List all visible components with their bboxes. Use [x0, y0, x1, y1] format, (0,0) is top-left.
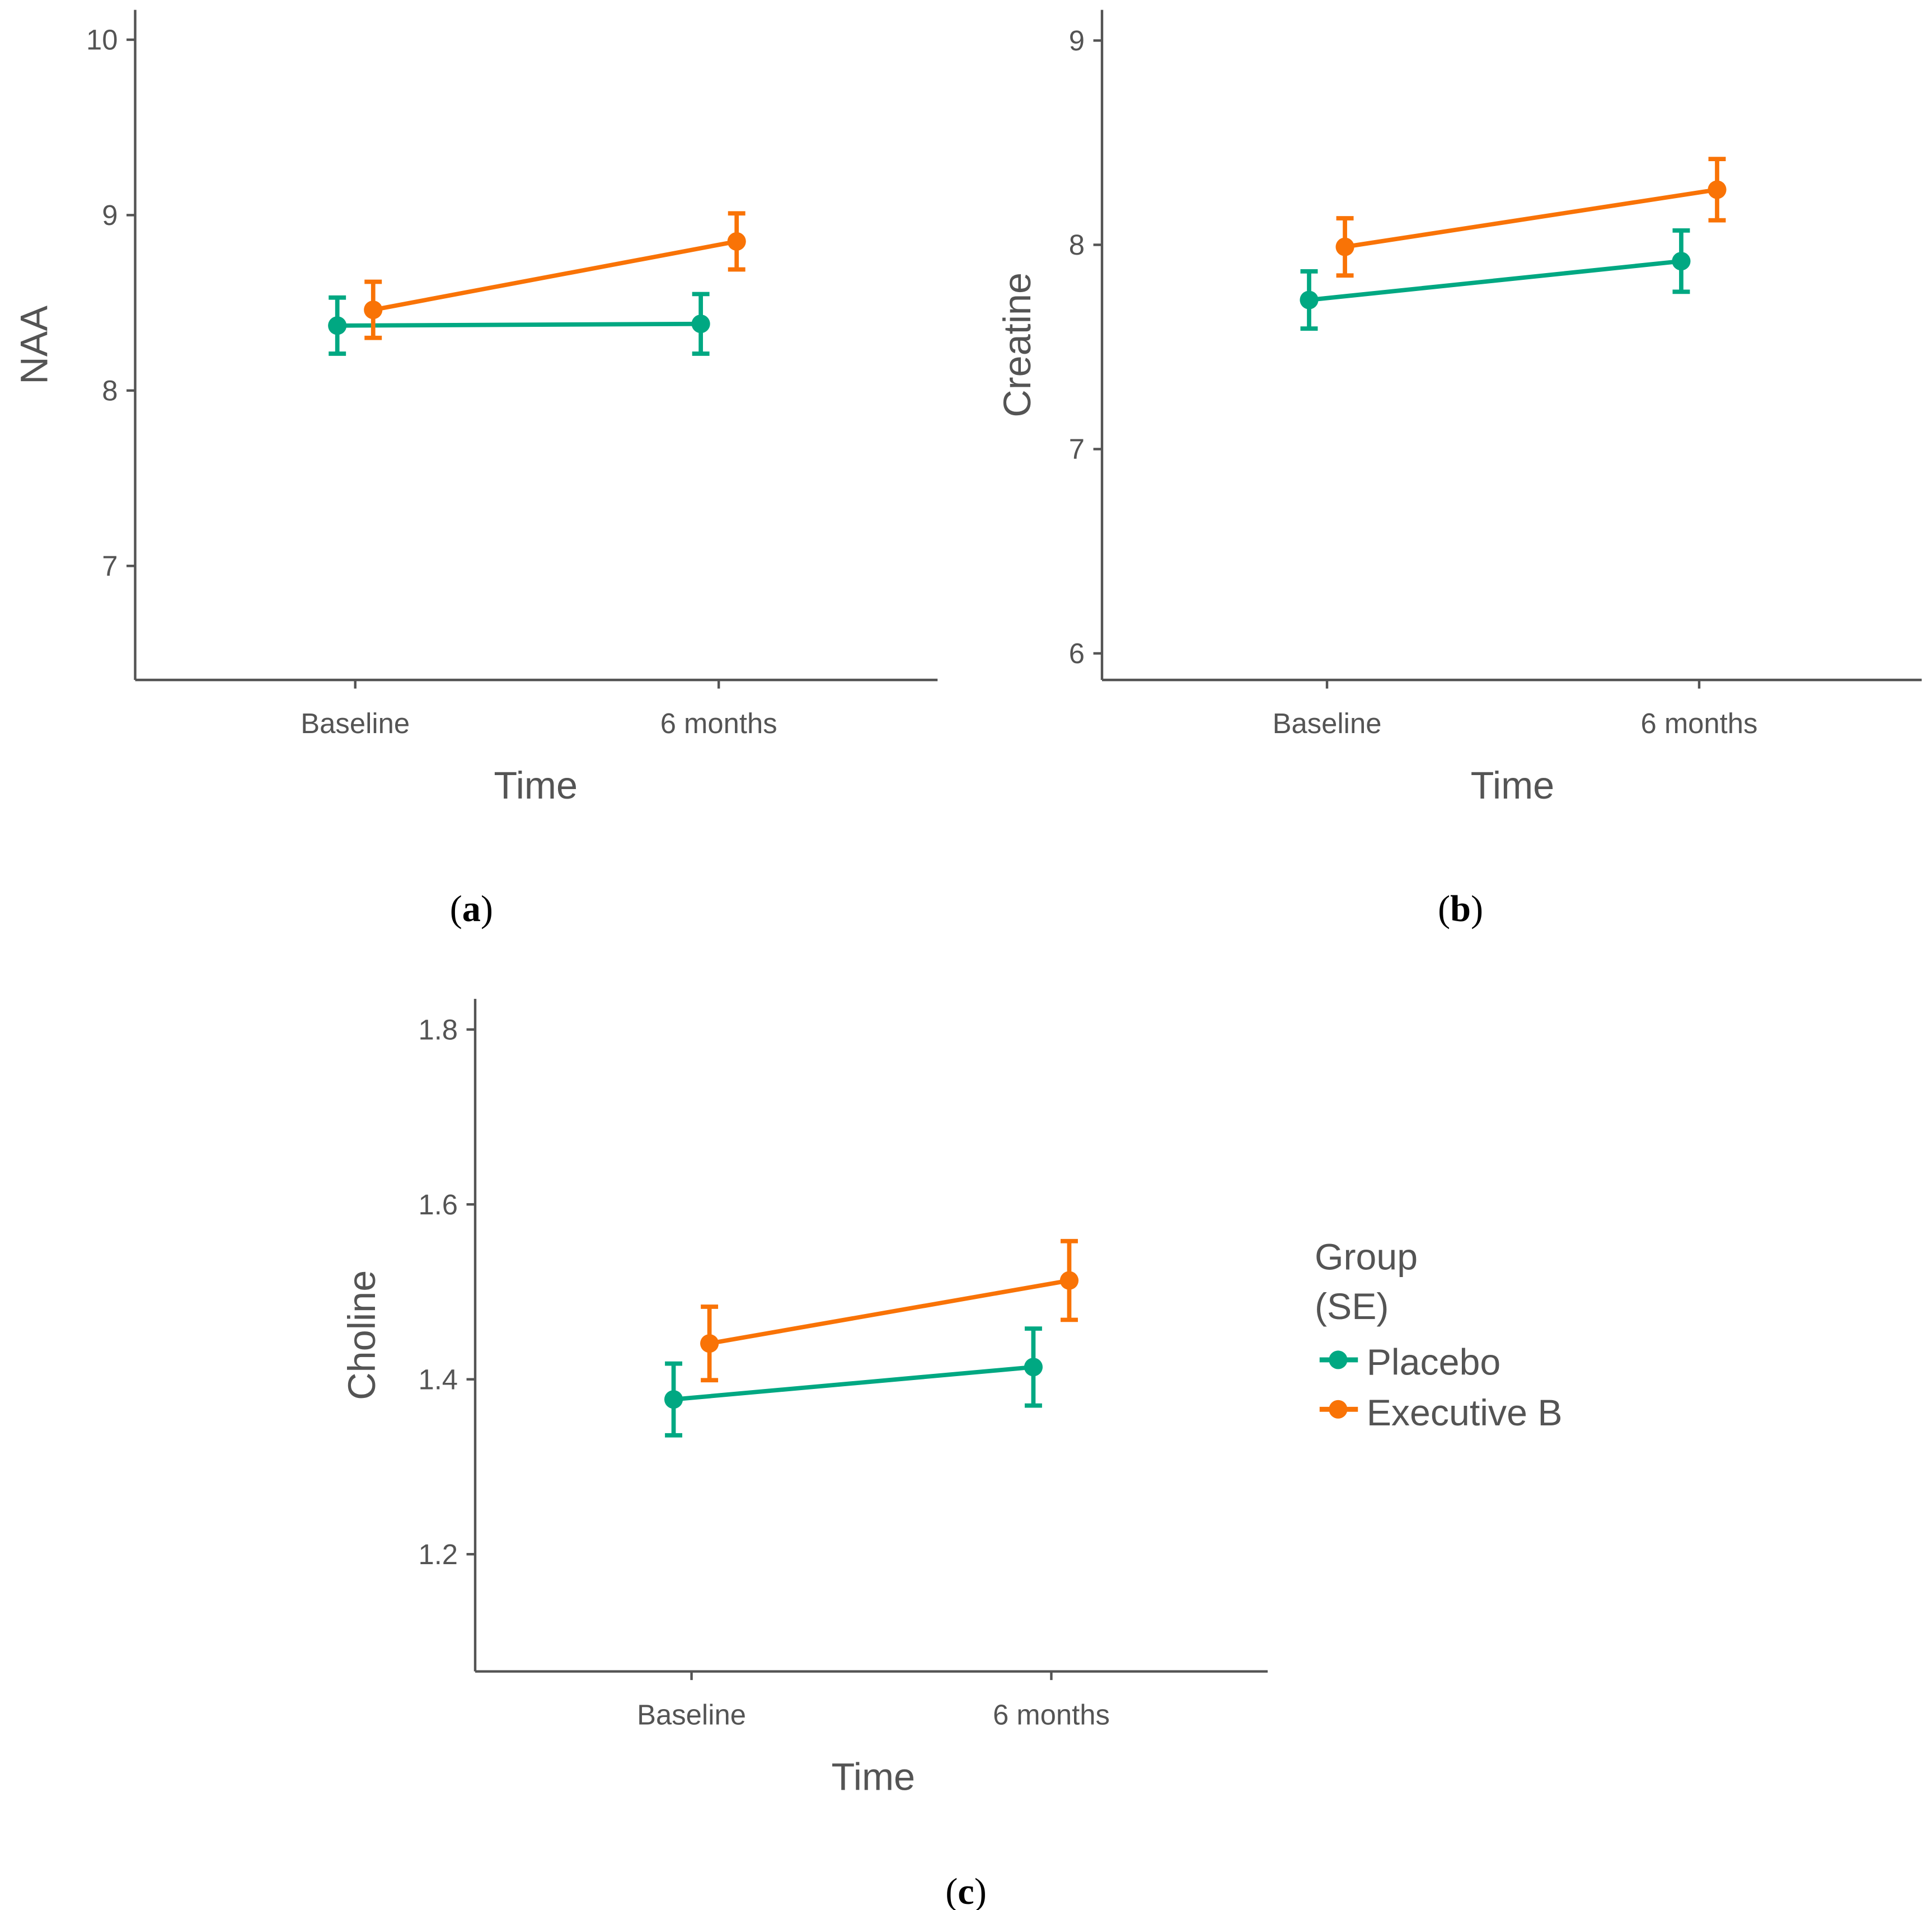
x-tick-label: Baseline	[637, 1699, 746, 1731]
data-point	[1335, 237, 1354, 256]
y-tick-label: 7	[102, 550, 118, 582]
x-tick-label: 6 months	[993, 1699, 1110, 1731]
panel-letter: c	[958, 1871, 974, 1910]
panel-a: 7 8 9 10 Baseline 6 months Time NAA (a)	[13, 10, 938, 930]
data-point	[1672, 252, 1691, 271]
series-line-placebo	[1309, 259, 1682, 302]
panel-b: 6 7 8 9 Baseline 6 months Time Creatine (b)	[996, 10, 1922, 930]
y-tick-label: 9	[1069, 25, 1085, 57]
legend: Group (SE) Placebo Executive B	[1315, 1237, 1563, 1434]
data-point	[700, 1334, 719, 1353]
y-axis-title: Choline	[340, 1270, 383, 1400]
x-axis-title: Time	[1471, 764, 1555, 807]
y-axis-title: Creatine	[996, 273, 1039, 417]
data-point	[1708, 180, 1727, 199]
x-tick-label: Baseline	[1273, 707, 1382, 739]
data-point	[727, 232, 746, 251]
x-tick-label: 6 months	[1640, 707, 1757, 739]
series-line-executive	[1344, 187, 1718, 249]
legend-item-placebo: Placebo	[1367, 1341, 1500, 1383]
panel-letter: b	[1450, 889, 1471, 930]
y-tick-label: 1.2	[418, 1538, 458, 1570]
y-tick-label: 1.4	[418, 1363, 458, 1395]
panel-label: (a)	[450, 889, 493, 930]
legend-key-placebo-dot	[1329, 1350, 1348, 1369]
y-tick-label: 10	[86, 24, 118, 56]
series-line-executive	[709, 1278, 1070, 1346]
x-axis-title: Time	[494, 764, 578, 807]
y-tick-label: 1.8	[418, 1013, 458, 1045]
legend-item-executive: Executive B	[1367, 1392, 1563, 1434]
panel-label: (c)	[945, 1871, 987, 1910]
panel-label: (b)	[1438, 889, 1483, 930]
series-line-placebo	[337, 321, 701, 328]
data-point	[328, 316, 347, 335]
y-tick-label: 6	[1069, 637, 1085, 669]
x-tick-label: 6 months	[660, 707, 777, 739]
panel-letter: a	[462, 889, 481, 930]
data-point	[691, 315, 710, 334]
x-axis-title: Time	[832, 1756, 916, 1799]
legend-key-executive-dot	[1329, 1400, 1348, 1419]
y-tick-label: 9	[102, 199, 118, 231]
legend-title-line1: Group	[1315, 1237, 1418, 1278]
data-point	[664, 1390, 683, 1409]
y-tick-label: 7	[1069, 433, 1085, 465]
series-line-executive	[373, 239, 737, 312]
data-point	[1300, 290, 1319, 309]
legend-title-line2: (SE)	[1315, 1286, 1389, 1327]
data-point	[1024, 1358, 1043, 1377]
y-tick-label: 1.6	[418, 1189, 458, 1221]
panel-c: 1.2 1.4 1.6 1.8 Baseline 6 months Time Choline (…	[340, 998, 1268, 1910]
data-point	[364, 301, 383, 320]
x-tick-label: Baseline	[301, 707, 410, 739]
series-line-placebo	[673, 1364, 1034, 1402]
y-tick-label: 8	[1069, 229, 1085, 261]
data-point	[1059, 1271, 1079, 1290]
y-tick-label: 8	[102, 374, 118, 406]
y-axis-title: NAA	[13, 306, 56, 384]
